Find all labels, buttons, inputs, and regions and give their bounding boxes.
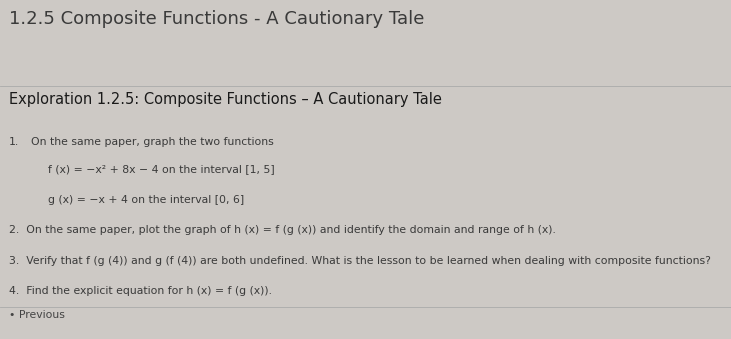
Text: 1.: 1.	[9, 137, 19, 147]
Text: 3.  Verify that f (g (4)) and g (f (4)) are both undefined. What is the lesson t: 3. Verify that f (g (4)) and g (f (4)) a…	[9, 256, 711, 266]
Text: On the same paper, graph the two functions: On the same paper, graph the two functio…	[31, 137, 273, 147]
Text: 1.2.5 Composite Functions - A Cautionary Tale: 1.2.5 Composite Functions - A Cautionary…	[9, 10, 424, 28]
Text: 2.  On the same paper, plot the graph of h (x) = f (g (x)) and identify the doma: 2. On the same paper, plot the graph of …	[9, 225, 556, 235]
Text: f (x) = −x² + 8x − 4 on the interval [1, 5]: f (x) = −x² + 8x − 4 on the interval [1,…	[48, 164, 274, 174]
Text: • Previous: • Previous	[9, 310, 64, 320]
Text: Exploration 1.2.5: Composite Functions – A Cautionary Tale: Exploration 1.2.5: Composite Functions –…	[9, 92, 442, 106]
Text: 4.  Find the explicit equation for h (x) = f (g (x)).: 4. Find the explicit equation for h (x) …	[9, 286, 272, 296]
Text: g (x) = −x + 4 on the interval [0, 6]: g (x) = −x + 4 on the interval [0, 6]	[48, 195, 243, 205]
